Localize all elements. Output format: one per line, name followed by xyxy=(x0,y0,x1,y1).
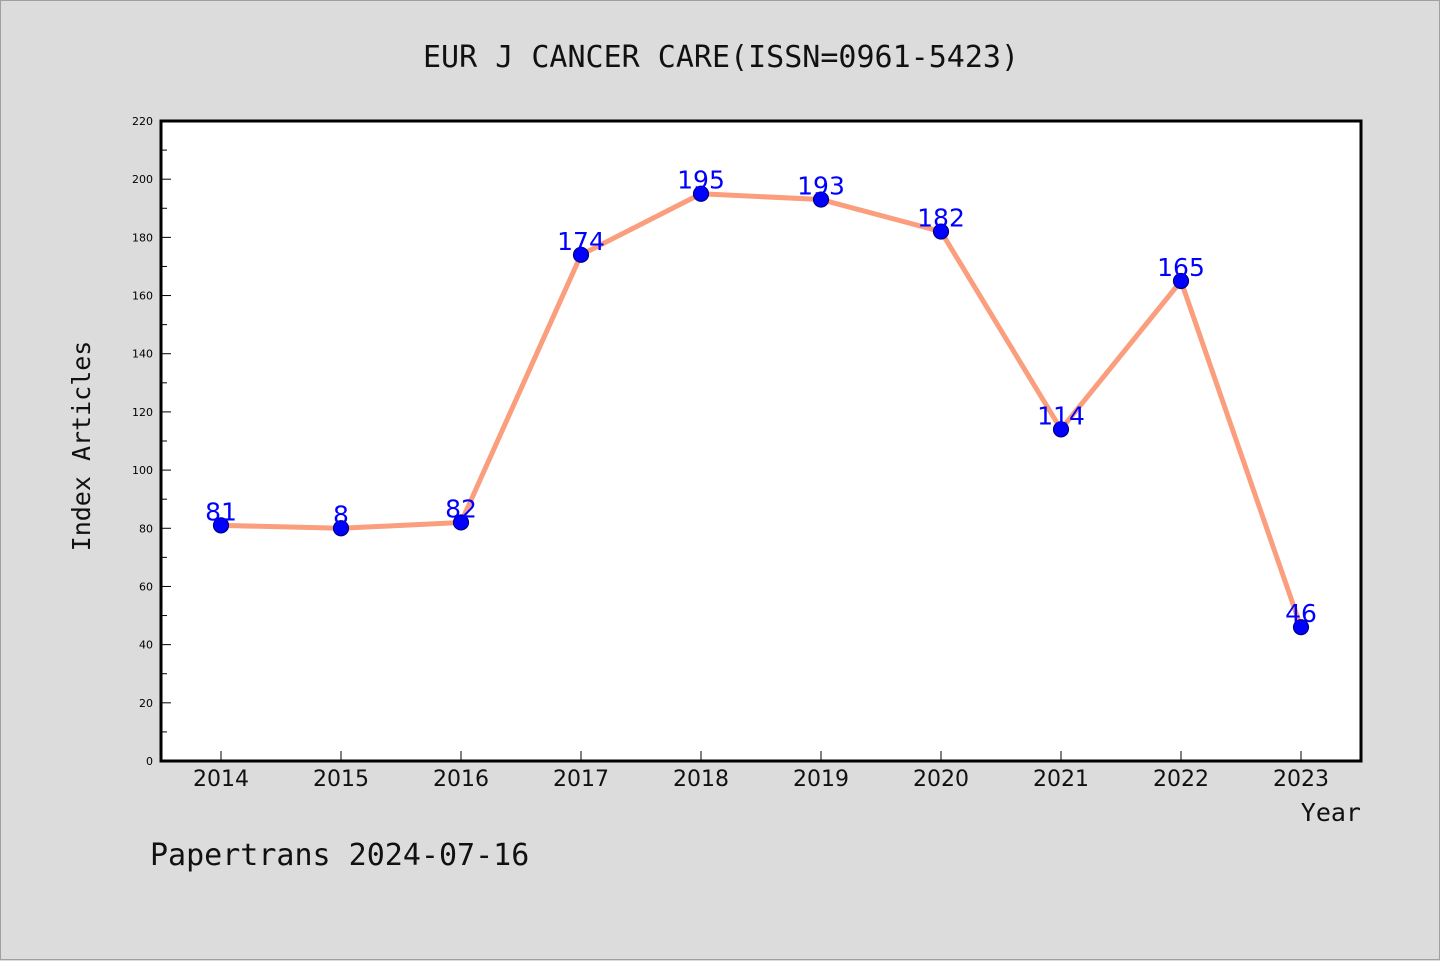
y-tick-label: 120 xyxy=(132,406,153,419)
y-tick-label: 220 xyxy=(132,115,153,128)
y-tick-label: 20 xyxy=(139,697,153,710)
series-line xyxy=(218,191,1304,630)
x-tick-label: 2023 xyxy=(1273,767,1329,792)
data-label: 174 xyxy=(557,227,605,256)
y-tick-label: 200 xyxy=(132,173,153,186)
data-point-marker xyxy=(1292,619,1310,636)
data-label-layer: 81 8 82 174 195 193 182 114 165 46 xyxy=(205,166,1317,628)
x-tick-label: 2022 xyxy=(1153,767,1209,792)
y-tick-label: 160 xyxy=(132,290,153,303)
data-point-marker xyxy=(572,246,590,263)
x-axis-ticks xyxy=(220,751,1302,761)
data-point-marker xyxy=(1172,272,1190,290)
data-point-marker xyxy=(452,514,470,531)
y-axis-tick-labels: 0 20 40 60 80 100 120 140 160 180 200 220 xyxy=(132,115,153,768)
x-tick-label: 2015 xyxy=(313,767,369,792)
x-tick-label: 2014 xyxy=(193,767,249,792)
series-layer xyxy=(218,191,1304,630)
x-axis-label: Year xyxy=(1301,798,1361,827)
data-point-marker xyxy=(932,223,950,240)
y-tick-label: 40 xyxy=(139,639,153,652)
data-label: 195 xyxy=(677,166,725,195)
x-tick-label: 2016 xyxy=(433,767,489,792)
data-point-marker xyxy=(332,520,350,537)
x-tick-label: 2019 xyxy=(793,767,849,792)
y-tick-label: 100 xyxy=(132,464,153,477)
y-tick-label: 140 xyxy=(132,348,153,361)
data-label: 46 xyxy=(1285,599,1317,628)
footer-watermark: Papertrans 2024-07-16 xyxy=(150,838,529,873)
plot-frame xyxy=(159,119,1363,763)
data-point-marker xyxy=(692,185,710,202)
x-tick-label: 2020 xyxy=(913,767,969,792)
y-tick-label: 0 xyxy=(146,755,153,768)
x-tick-label: 2021 xyxy=(1033,767,1089,792)
data-label: 8 xyxy=(333,500,349,529)
data-label: 165 xyxy=(1157,253,1205,282)
data-point-marker xyxy=(1052,421,1070,438)
data-point-marker xyxy=(212,517,230,534)
y-axis-label: Index Articles xyxy=(67,341,96,552)
data-label: 193 xyxy=(797,172,845,201)
y-tick-label: 60 xyxy=(139,580,153,593)
data-label: 81 xyxy=(205,497,237,526)
y-tick-label: 80 xyxy=(139,522,153,535)
data-point-marker xyxy=(812,191,830,208)
chart-title: EUR J CANCER CARE(ISSN=0961-5423) xyxy=(423,40,1019,75)
plot-area xyxy=(161,121,1361,761)
x-tick-label: 2017 xyxy=(553,767,609,792)
data-label: 82 xyxy=(445,494,477,523)
x-axis-tick-labels: 2014 2015 2016 2017 2018 2019 2020 2021 2022 2023 xyxy=(193,767,1329,792)
data-label: 182 xyxy=(917,204,965,233)
marker-layer xyxy=(212,185,1310,636)
y-tick-label: 180 xyxy=(132,231,153,244)
data-label: 114 xyxy=(1037,401,1085,430)
x-tick-label: 2018 xyxy=(673,767,729,792)
